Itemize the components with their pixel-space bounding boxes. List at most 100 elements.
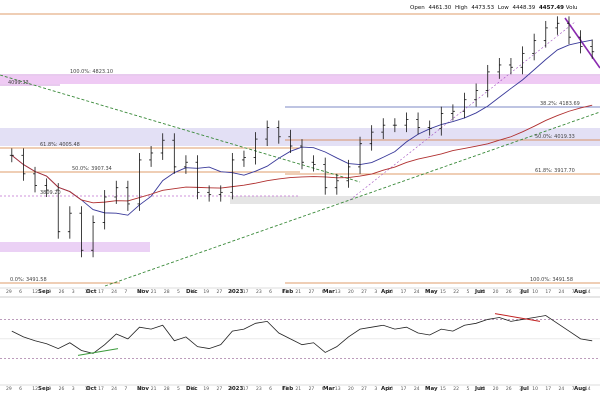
day-tick-label: 10: [388, 386, 394, 392]
day-tick-label: 24: [414, 386, 420, 392]
day-tick-label: 12: [32, 386, 38, 392]
day-tick-label: 27: [309, 386, 315, 392]
bullish-divergence-line: [77, 348, 119, 356]
day-tick-label: 6: [269, 386, 272, 392]
day-tick-label: 19: [45, 386, 51, 392]
day-tick-label: 20: [348, 386, 354, 392]
day-tick-label: 20: [493, 386, 499, 392]
day-tick-label: 3: [374, 289, 377, 295]
day-tick-label: 26: [59, 289, 65, 295]
day-tick-label: 8: [427, 289, 430, 295]
day-tick-label: 15: [440, 289, 446, 295]
ma-200-line: [11, 104, 593, 204]
day-tick-label: 28: [164, 289, 170, 295]
day-tick-label: 7: [124, 386, 127, 392]
price-bars: [9, 16, 595, 258]
day-tick-label: 6: [269, 289, 272, 295]
day-tick-label: 14: [138, 386, 144, 392]
ma-50-line: [11, 39, 593, 216]
day-tick-label: 8: [427, 386, 430, 392]
level-label: 61.8%: 4005.48: [40, 142, 80, 148]
day-tick-label: 26: [506, 289, 512, 295]
day-tick-label: 3: [519, 386, 522, 392]
month-label: Dec: [186, 289, 198, 295]
low-label: Low: [497, 5, 509, 11]
high-value: 4473.53: [471, 5, 495, 11]
day-tick-label: 3: [519, 289, 522, 295]
day-tick-label: 24: [559, 289, 565, 295]
open-value: 4461.30: [428, 5, 452, 11]
moving-averages: [11, 39, 593, 216]
month-label: 2023: [228, 386, 243, 392]
month-label: Aug: [574, 289, 586, 295]
day-tick-label: 9: [230, 386, 233, 392]
month-label: Jun: [474, 386, 485, 392]
level-label: 50.0%: 3907.34: [72, 166, 112, 172]
oscillator-panel: [0, 296, 600, 359]
day-tick-label: 22: [453, 386, 459, 392]
day-tick-label: 24: [111, 289, 117, 295]
day-tick-label: 19: [203, 289, 209, 295]
day-tick-label: 12: [480, 289, 486, 295]
day-tick-label: 10: [85, 289, 91, 295]
day-tick-label: 6: [322, 386, 325, 392]
day-tick-label: 27: [216, 386, 222, 392]
level-label: 100.0%: 4823.10: [70, 69, 113, 75]
day-tick-label: 27: [309, 289, 315, 295]
month-label: May: [425, 386, 438, 392]
day-tick-label: 29: [6, 386, 12, 392]
day-tick-label: 10: [85, 386, 91, 392]
day-tick-label: 6: [322, 289, 325, 295]
day-tick-label: 24: [414, 289, 420, 295]
day-tick-label: 5: [177, 386, 180, 392]
day-tick-label: 19: [45, 289, 51, 295]
day-tick-label: 27: [361, 289, 367, 295]
short-downtrend-line: [564, 17, 600, 69]
day-tick-label: 29: [6, 289, 12, 295]
day-tick-label: 10: [388, 289, 394, 295]
day-tick-label: 12: [32, 289, 38, 295]
shaded-zones: [0, 76, 600, 252]
ohlc-readout: Open 4461.30 High 4473.53 Low 4448.39 44…: [410, 5, 579, 11]
rising-trendline: [104, 111, 600, 287]
rsi-line: [11, 315, 593, 354]
day-tick-label: 17: [401, 289, 407, 295]
day-tick-label: 5: [466, 386, 469, 392]
day-tick-label: 21: [295, 386, 301, 392]
day-tick-label: 17: [98, 386, 104, 392]
day-tick-label: 20: [493, 289, 499, 295]
day-tick-label: 21: [151, 289, 157, 295]
day-tick-label: 17: [401, 386, 407, 392]
day-tick-label: 13: [335, 386, 341, 392]
day-tick-label: 26: [59, 386, 65, 392]
falling-trendline: [0, 74, 361, 183]
month-label: Oct: [86, 289, 97, 295]
day-tick-label: 28: [164, 386, 170, 392]
trendlines: [0, 17, 600, 287]
day-tick-label: 5: [177, 289, 180, 295]
low-value: 4448.39: [512, 5, 536, 11]
day-tick-label: 6: [19, 289, 22, 295]
month-label: Sep: [38, 386, 50, 392]
day-tick-label: 12: [190, 386, 196, 392]
day-tick-label: 5: [466, 289, 469, 295]
day-tick-label: 14: [585, 289, 591, 295]
day-tick-label: 21: [151, 386, 157, 392]
day-tick-label: 12: [190, 289, 196, 295]
level-label: 3809.20: [40, 190, 61, 196]
day-tick-label: 24: [559, 386, 565, 392]
day-tick-label: 27: [216, 289, 222, 295]
day-tick-label: 10: [532, 289, 538, 295]
day-tick-label: 20: [348, 289, 354, 295]
day-tick-label: 24: [111, 386, 117, 392]
day-tick-label: 17: [545, 289, 551, 295]
day-tick-label: 13: [335, 289, 341, 295]
day-tick-label: 6: [19, 386, 22, 392]
retracement-levels: [0, 13, 600, 284]
open-label: Open: [410, 5, 425, 11]
day-tick-label: 19: [203, 386, 209, 392]
month-label: Nov: [137, 386, 149, 392]
day-tick-label: 27: [361, 386, 367, 392]
day-tick-label: 10: [532, 386, 538, 392]
